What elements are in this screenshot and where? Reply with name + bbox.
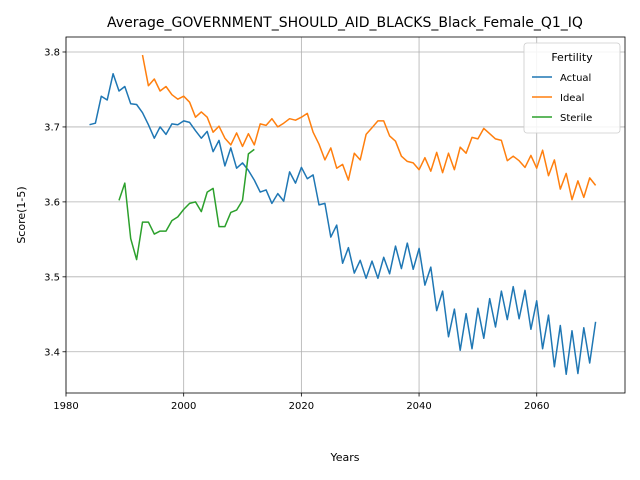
- y-tick-label: 3.8: [44, 47, 60, 58]
- series-line-ideal: [141, 54, 597, 201]
- y-tick-label: 3.5: [44, 272, 60, 283]
- y-tick-label: 3.4: [44, 347, 60, 358]
- legend: Fertility Actual Ideal Sterile: [523, 42, 621, 134]
- series-line-actual: [89, 72, 597, 376]
- axis-ticks: 1980 2000 2020 2040 2060 3.4 3.5 3.6 3.7 3.8: [44, 47, 549, 412]
- x-tick-label: 2040: [406, 401, 431, 412]
- series-line-sterile: [118, 148, 255, 261]
- legend-label-actual: Actual: [560, 73, 591, 84]
- series-group: [89, 54, 597, 376]
- legend-label-sterile: Sterile: [560, 113, 592, 124]
- legend-title: Fertility: [551, 51, 593, 64]
- chart-title: Average_GOVERNMENT_SHOULD_AID_BLACKS_Bla…: [107, 15, 583, 31]
- x-tick-label: 2060: [524, 401, 549, 412]
- x-axis-label: Years: [329, 451, 359, 464]
- plot-frame: [65, 36, 626, 394]
- legend-label-ideal: Ideal: [560, 93, 584, 104]
- x-tick-label: 2020: [289, 401, 314, 412]
- y-tick-label: 3.7: [44, 122, 60, 133]
- x-tick-label: 2000: [171, 401, 196, 412]
- y-axis-label: Score(1-5): [15, 186, 28, 243]
- x-tick-label: 1980: [53, 401, 78, 412]
- legend-box: [523, 42, 621, 134]
- y-tick-label: 3.6: [44, 197, 60, 208]
